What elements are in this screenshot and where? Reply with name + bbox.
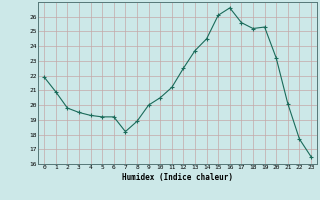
X-axis label: Humidex (Indice chaleur): Humidex (Indice chaleur) [122,173,233,182]
